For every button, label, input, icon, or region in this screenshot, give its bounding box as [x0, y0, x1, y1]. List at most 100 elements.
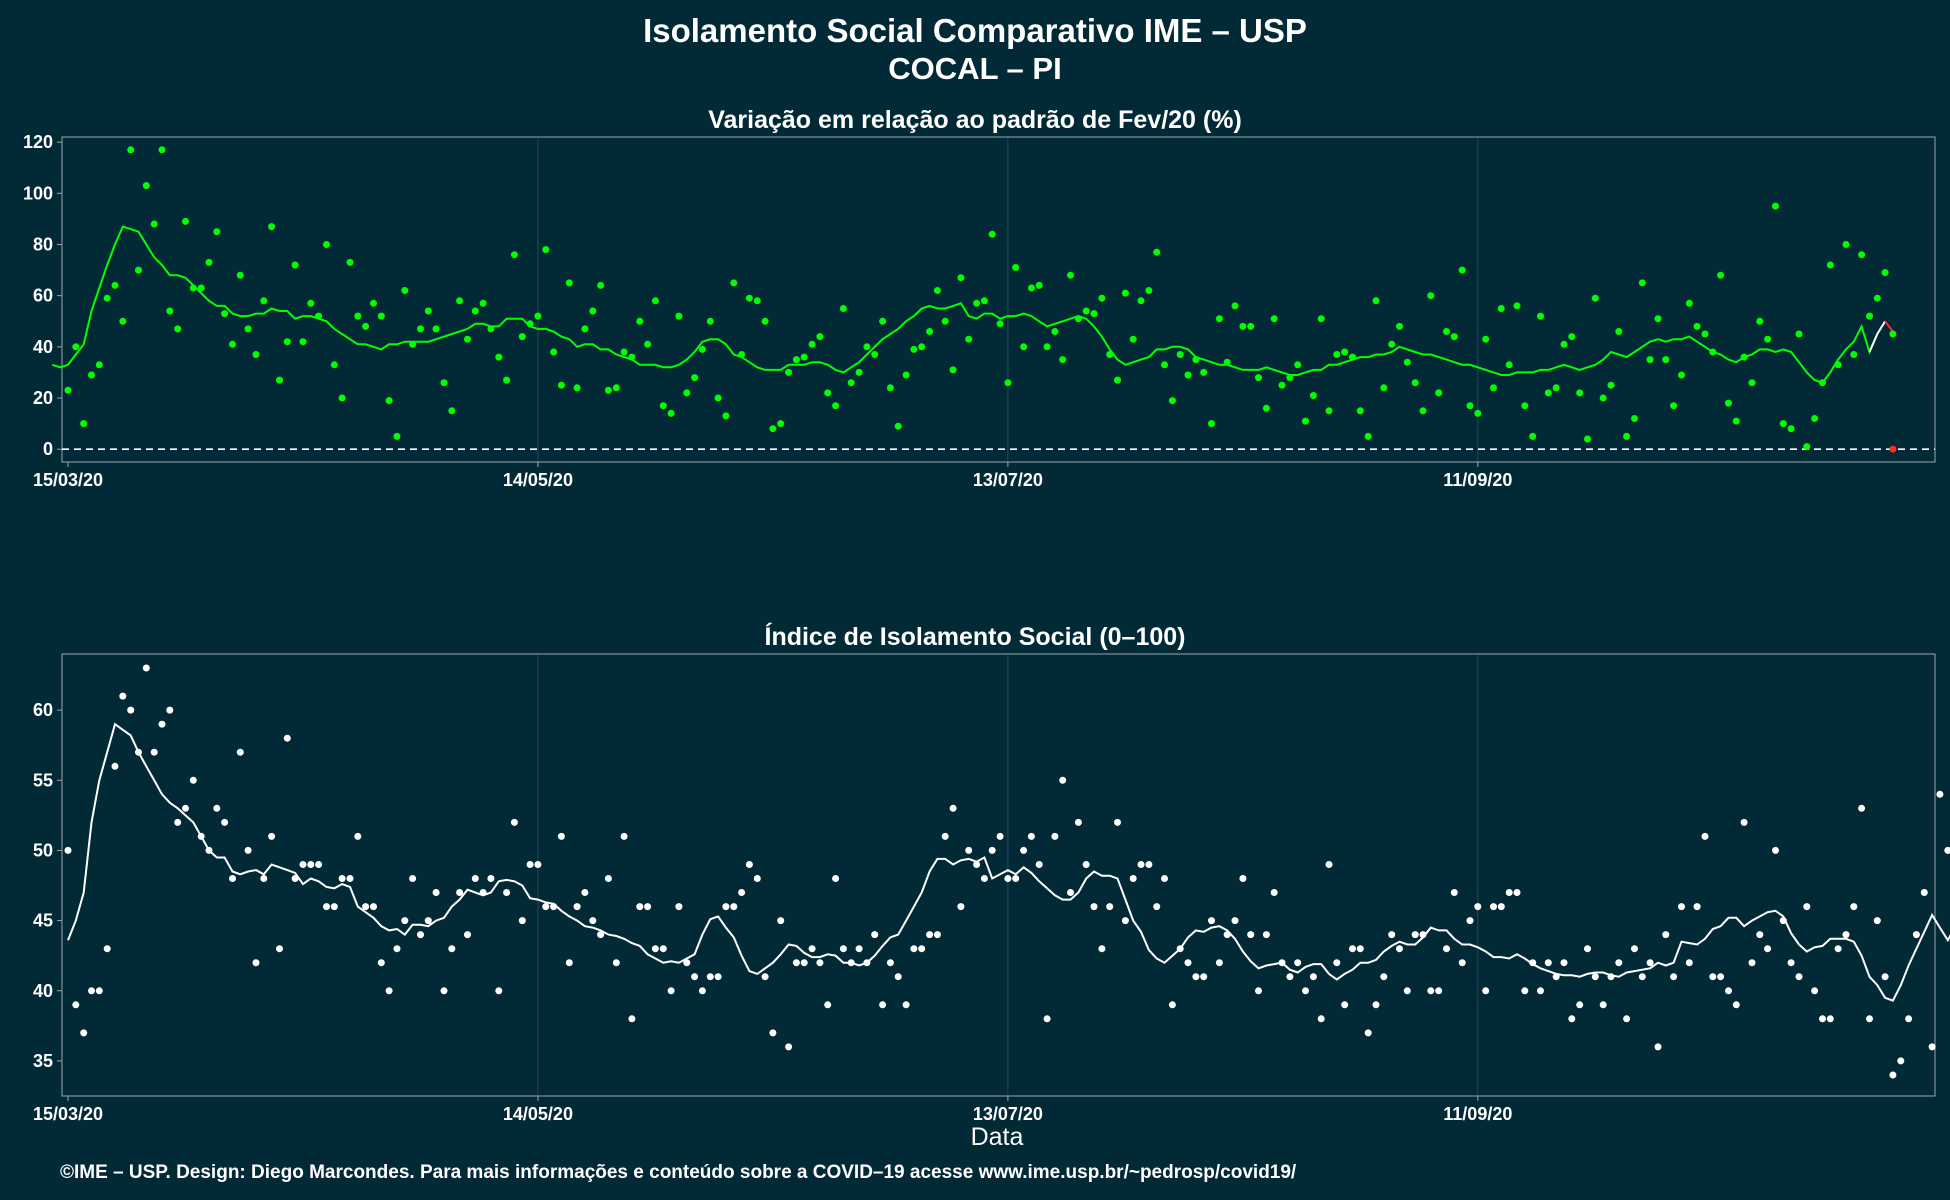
bottom-data-point — [1552, 973, 1560, 981]
top-data-point — [800, 353, 808, 361]
bottom-y-tick-label: 45 — [33, 911, 53, 931]
bottom-smoothed-line — [67, 722, 1950, 1002]
bottom-data-point — [792, 959, 800, 967]
bottom-data-point — [1732, 1001, 1740, 1009]
top-data-point — [448, 407, 456, 415]
top-data-point — [150, 220, 158, 228]
top-data-point — [80, 420, 88, 428]
top-data-point — [1239, 322, 1247, 330]
top-data-point — [1317, 315, 1325, 323]
top-data-point — [1364, 432, 1372, 440]
top-data-point — [510, 251, 518, 259]
top-y-tick-label: 100 — [23, 183, 53, 203]
top-data-point — [330, 361, 338, 369]
bottom-data-point — [1693, 903, 1701, 911]
bottom-data-point — [518, 917, 526, 925]
top-data-point — [377, 312, 385, 320]
top-data-point — [401, 287, 409, 294]
top-data-point — [691, 374, 699, 382]
bottom-data-point — [362, 903, 370, 911]
bottom-data-point — [863, 959, 871, 967]
bottom-data-point — [1850, 903, 1858, 911]
bottom-data-point — [1529, 959, 1537, 967]
bottom-data-point — [1748, 959, 1756, 967]
bottom-data-point — [1098, 945, 1106, 953]
bottom-data-point — [1928, 1043, 1936, 1051]
bottom-data-point — [1725, 987, 1732, 995]
top-data-point — [894, 422, 902, 430]
top-data-point — [1090, 310, 1098, 318]
bottom-data-point — [1576, 1001, 1584, 1009]
top-data-point — [1200, 368, 1208, 376]
top-data-point — [636, 317, 644, 325]
top-data-point — [1435, 389, 1443, 397]
bottom-data-point — [785, 1043, 793, 1051]
bottom-data-point — [675, 903, 683, 911]
top-smoothed-line-recent — [1868, 320, 1886, 353]
top-data-point — [1482, 335, 1490, 343]
bottom-data-point — [119, 692, 127, 700]
top-data-point — [1748, 379, 1756, 387]
bottom-data-point — [965, 846, 973, 854]
top-data-point — [933, 287, 941, 294]
top-data-point — [174, 325, 182, 333]
top-data-point — [706, 317, 714, 325]
bottom-x-tick-label: 11/09/20 — [1443, 1104, 1512, 1124]
bottom-data-point — [1294, 959, 1302, 967]
bottom-data-point — [440, 987, 448, 995]
top-data-point — [738, 351, 746, 358]
top-x-tick-label: 14/05/20 — [503, 470, 573, 490]
top-data-point — [1544, 389, 1552, 397]
top-data-point — [1756, 317, 1764, 325]
bottom-data-point — [1114, 818, 1121, 826]
top-data-point — [1458, 266, 1466, 274]
bottom-data-point — [448, 945, 456, 953]
top-data-point — [1631, 415, 1638, 422]
top-data-point — [557, 381, 565, 389]
top-data-point — [824, 389, 832, 397]
bottom-data-point — [691, 973, 699, 981]
bottom-data-point — [996, 832, 1004, 840]
top-smoothed-line-latest — [1884, 320, 1894, 333]
top-data-point — [816, 333, 824, 341]
bottom-data-point — [487, 875, 495, 882]
top-data-point — [667, 409, 675, 417]
top-data-point — [1333, 351, 1341, 358]
bottom-data-point — [1920, 889, 1928, 896]
top-data-point — [268, 223, 276, 231]
bottom-data-point — [1012, 875, 1020, 882]
top-data-point — [1646, 356, 1654, 364]
top-data-point — [957, 274, 965, 282]
top-data-point — [1490, 384, 1497, 392]
top-data-point — [354, 312, 362, 320]
top-data-point — [683, 389, 691, 397]
bottom-data-point — [1764, 945, 1772, 953]
bottom-data-point — [1544, 959, 1552, 967]
top-data-point — [1497, 305, 1505, 312]
bottom-data-point — [550, 903, 558, 911]
top-data-point — [886, 384, 894, 392]
top-data-point — [1450, 333, 1458, 341]
top-data-point — [1309, 392, 1317, 399]
bottom-data-point — [910, 945, 918, 953]
top-data-point — [1505, 361, 1513, 369]
top-data-point — [1529, 432, 1537, 440]
top-data-point — [1599, 394, 1607, 402]
top-data-point — [409, 340, 417, 348]
bottom-x-tick-label: 13/07/20 — [973, 1104, 1043, 1124]
top-data-point — [902, 371, 910, 379]
top-data-point — [111, 281, 119, 289]
bottom-y-tick-label: 35 — [33, 1051, 53, 1071]
top-data-point — [299, 338, 307, 346]
bottom-data-point — [1302, 987, 1309, 995]
top-data-point — [1568, 333, 1576, 341]
top-data-point — [1466, 402, 1474, 410]
bottom-data-point — [424, 917, 432, 925]
bottom-data-point — [1803, 903, 1811, 911]
top-data-point — [581, 325, 589, 333]
top-data-point — [1764, 335, 1772, 343]
top-data-point — [252, 351, 260, 358]
bottom-data-point — [1866, 1015, 1873, 1023]
top-data-point — [534, 312, 542, 320]
top-data-point — [1427, 292, 1435, 300]
